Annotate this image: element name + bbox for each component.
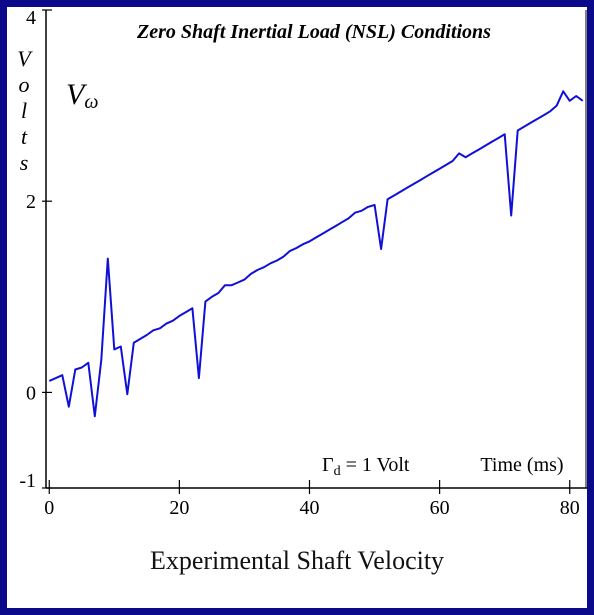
y-tick-label-0: -1 bbox=[19, 470, 36, 492]
x-axis-label: Time (ms) bbox=[480, 454, 563, 476]
y-tick-label-2: 2 bbox=[26, 191, 36, 213]
x-tick-label-0: 0 bbox=[44, 497, 54, 519]
figure-caption: Experimental Shaft Velocity bbox=[149, 546, 445, 575]
series-label: Vω bbox=[66, 78, 98, 113]
series-line-0 bbox=[48, 90, 584, 418]
y-axis-label-letter: t bbox=[21, 124, 28, 149]
y-tick-label-3: 4 bbox=[26, 7, 36, 29]
data-layer bbox=[48, 90, 584, 418]
series-label-subscript: ω bbox=[84, 91, 98, 113]
y-axis-label-letter: l bbox=[21, 98, 27, 123]
y-tick-label-1: 0 bbox=[26, 382, 36, 404]
x-tick-label-1: 20 bbox=[169, 497, 189, 519]
y-axis-label-letter: V bbox=[17, 46, 33, 71]
x-tick-label-2: 40 bbox=[299, 497, 319, 519]
y-axis-label-letter: o bbox=[19, 72, 30, 97]
x-tick-label-3: 60 bbox=[430, 497, 450, 519]
x-tick-label-4: 80 bbox=[560, 497, 580, 519]
annotation: Γd = 1 Volt bbox=[322, 454, 410, 479]
chart-title: Zero Shaft Inertial Load (NSL) Condition… bbox=[136, 21, 491, 43]
y-axis-label-letter: s bbox=[20, 150, 29, 175]
axis-ticks: 0 20 40 60 80 -1 0 2 4 bbox=[19, 7, 579, 519]
